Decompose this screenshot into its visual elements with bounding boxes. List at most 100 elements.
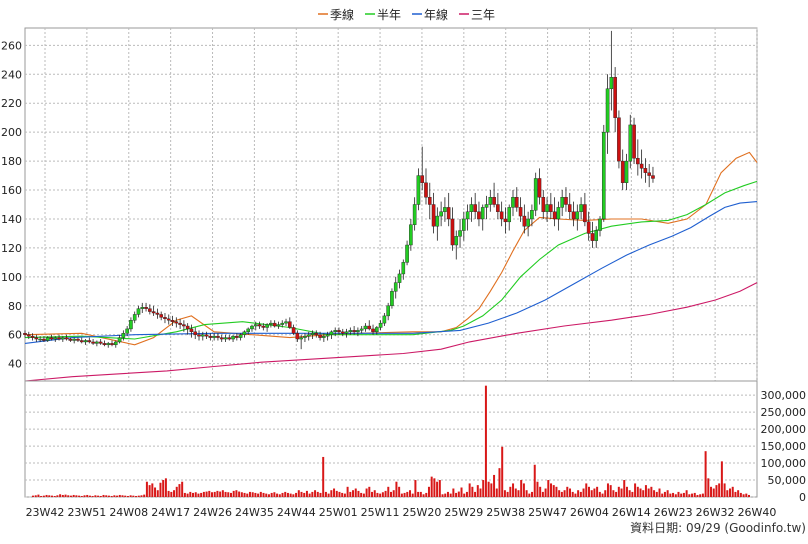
volume-bar xyxy=(208,490,211,497)
candle xyxy=(632,117,636,164)
candle xyxy=(583,192,587,227)
volume-bar xyxy=(384,490,387,497)
volume-bar xyxy=(560,491,563,497)
candle-body xyxy=(322,335,326,338)
candle-body xyxy=(227,337,232,340)
volume-bar xyxy=(644,485,647,497)
candle-body xyxy=(507,207,512,223)
volume-bar xyxy=(53,495,56,497)
volume-bar xyxy=(368,486,371,497)
candle-body xyxy=(647,172,651,176)
candle-body xyxy=(269,322,273,325)
candle-body xyxy=(571,211,576,220)
legend-label: 季線 xyxy=(330,7,354,22)
volume-bar xyxy=(162,480,165,497)
volume-bar xyxy=(541,491,544,497)
candle xyxy=(333,327,338,337)
candle xyxy=(537,168,542,205)
volume-bar xyxy=(471,486,474,497)
candle-body xyxy=(310,333,315,335)
volume-bar xyxy=(680,493,683,497)
volume-bar xyxy=(32,495,34,497)
y-tick-label: 180 xyxy=(1,155,22,168)
x-tick-label: 25W38 xyxy=(486,506,525,519)
volume-bar xyxy=(221,490,224,497)
candle-body xyxy=(337,330,341,333)
volume-bar xyxy=(121,495,124,497)
candle-body xyxy=(212,335,216,338)
candle xyxy=(295,330,300,342)
volume-bar xyxy=(45,494,48,497)
volume-bar xyxy=(379,493,382,497)
volume-bar xyxy=(552,485,555,497)
candle xyxy=(598,216,602,237)
candle-body xyxy=(57,337,61,340)
volume-bar xyxy=(734,491,737,497)
volume-bar xyxy=(297,490,300,497)
volume-bar xyxy=(704,451,707,497)
candle-body xyxy=(178,322,182,325)
volume-bar xyxy=(446,491,449,497)
volume-bar xyxy=(433,478,436,497)
candle xyxy=(151,305,156,316)
candle xyxy=(613,67,617,133)
volume-bar xyxy=(606,483,609,497)
candle xyxy=(367,320,372,331)
candle xyxy=(435,207,440,241)
volume-bar xyxy=(284,491,287,497)
volume-bar xyxy=(116,495,119,497)
candle-body xyxy=(643,168,648,173)
candle-body xyxy=(106,343,111,346)
volume-bar xyxy=(270,492,273,497)
volume-bar xyxy=(80,495,83,497)
volume-bar xyxy=(129,495,132,497)
candle-body xyxy=(136,308,141,315)
volume-bar xyxy=(628,490,631,497)
candle-body xyxy=(613,76,617,118)
candle-body xyxy=(30,335,35,338)
candle-body xyxy=(265,324,269,328)
volume-bar xyxy=(604,490,607,497)
volume-bar xyxy=(124,495,127,497)
candle xyxy=(337,327,341,335)
candle xyxy=(636,139,640,176)
volume-bar xyxy=(335,490,338,497)
volume-bar xyxy=(398,486,401,497)
volume-bar xyxy=(663,491,666,497)
volume-bar xyxy=(474,491,477,497)
candle-body xyxy=(257,324,262,327)
x-tick-label: 23W51 xyxy=(67,506,106,519)
candle-body xyxy=(533,178,538,211)
candle xyxy=(390,288,394,309)
candle-body xyxy=(598,218,602,231)
volume-bar xyxy=(110,495,113,497)
y-tick-label: 120 xyxy=(1,242,22,255)
candle-body xyxy=(166,318,171,321)
volume-bar xyxy=(623,480,626,497)
volume-bar xyxy=(715,485,718,497)
candle-body xyxy=(511,197,515,208)
volume-bar xyxy=(148,485,151,497)
volume-bar xyxy=(194,492,197,497)
candle xyxy=(269,320,273,328)
x-tick-label: 26W04 xyxy=(570,506,609,519)
candle xyxy=(446,192,451,227)
candle-body xyxy=(601,131,606,220)
volume-bar xyxy=(86,494,89,497)
volume-bar xyxy=(520,480,523,497)
volume-bar xyxy=(346,486,349,497)
candle xyxy=(159,311,163,321)
y-tick-label: 80 xyxy=(8,300,22,313)
volume-bar xyxy=(102,494,105,497)
candle-body xyxy=(95,341,99,344)
volume-bar xyxy=(615,491,618,497)
candle xyxy=(110,340,114,347)
candle xyxy=(72,337,76,344)
candle-body xyxy=(435,215,440,227)
candle xyxy=(280,320,285,328)
candle xyxy=(375,326,379,335)
volume-bar xyxy=(571,491,574,497)
volume-bar xyxy=(200,492,203,497)
volume-bar xyxy=(205,491,208,497)
volume-bar xyxy=(273,492,276,497)
